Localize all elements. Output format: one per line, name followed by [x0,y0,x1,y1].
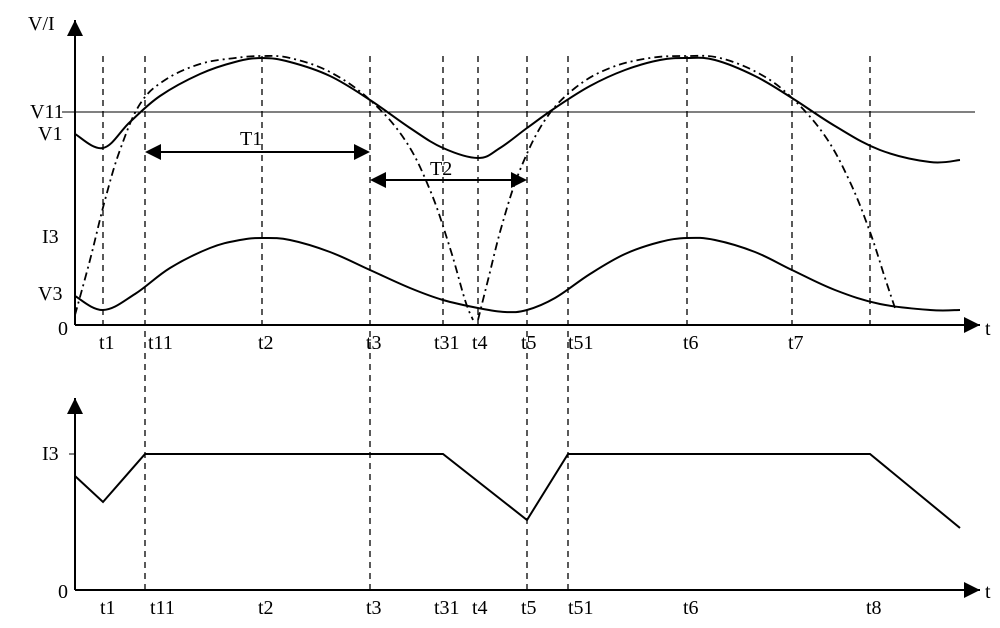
ylabel-bot-I3: I3 [42,443,59,465]
diagram-svg: V/I t t V11V1 I3 V3 0 I3 0 t1 t1 t11 t11 t2 t2 t3 t3 t31 t… [0,0,1000,628]
time-bot-t31: t31 [434,597,460,619]
time-top-t4: t4 [472,332,488,354]
time-top-t31: t31 [434,332,460,354]
time-top-t7: t7 [788,332,804,354]
sine-ghost-1 [75,56,473,320]
interval-T1: T1 [240,128,262,150]
time-top-t3: t3 [366,332,382,354]
y-axis-label-top: V/I [28,13,55,35]
upper-envelope [75,58,960,163]
ylabel-0: 0 [58,318,68,340]
time-top-t6: t6 [683,332,699,354]
ylabel-bot-0: 0 [58,581,68,603]
time-bot-t8: t8 [866,597,882,619]
interval-T2: T2 [430,158,452,180]
time-top-t51: t51 [568,332,594,354]
lower-envelope [75,238,960,312]
time-bot-t1: t1 [100,597,116,619]
ylabel-I3: I3 [42,226,59,248]
time-bot-t11: t11 [150,597,175,619]
time-top-t1: t1 [99,332,115,354]
ylabel-V3: V3 [38,283,62,305]
time-top-t5: t5 [521,332,537,354]
time-top-t11: t11 [148,332,173,354]
ylabel-V11: V11 [30,101,64,123]
bottom-current-curve [75,454,960,528]
time-bot-t2: t2 [258,597,274,619]
time-bot-t4: t4 [472,597,488,619]
time-bot-t3: t3 [366,597,382,619]
time-bot-t51: t51 [568,597,594,619]
time-bot-t5: t5 [521,597,537,619]
x-axis-label-bot: t [985,581,991,603]
x-axis-label-top: t [985,318,991,340]
time-top-t2: t2 [258,332,274,354]
timing-diagram: { "canvas": { "width": 1000, "height": 6… [0,0,1000,628]
time-bot-t6: t6 [683,597,699,619]
ylabel-V1: V1 [38,123,62,145]
